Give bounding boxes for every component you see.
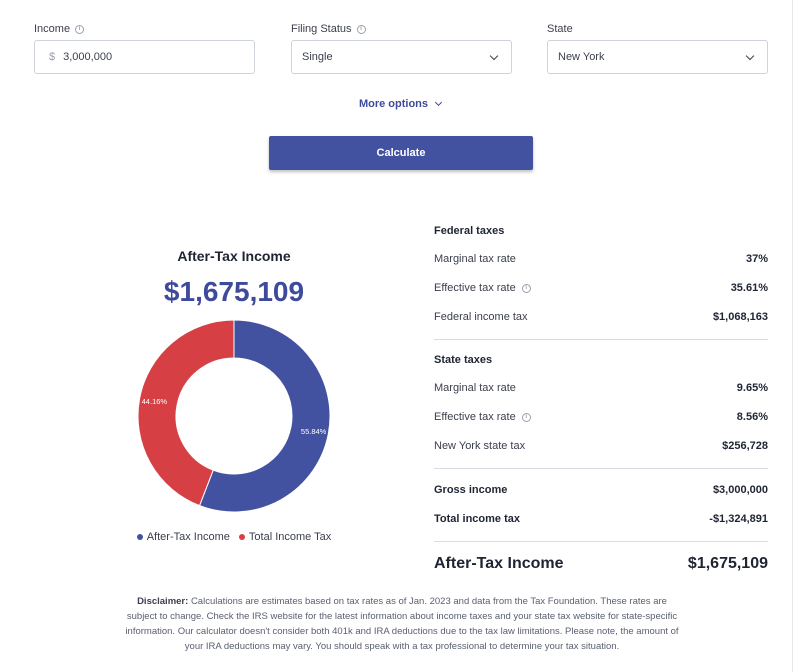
state-label: State xyxy=(547,23,573,35)
after-tax-income-row: After-Tax Income $1,675,109 xyxy=(434,555,768,573)
chevron-down-icon xyxy=(434,98,443,107)
filing-status-select[interactable]: Single xyxy=(291,40,512,74)
filing-status-field-group: Filing Status i Single xyxy=(291,22,512,74)
federal-effective-row: Effective tax rate i 35.61% xyxy=(434,282,768,294)
federal-income-tax-row: Federal income tax $1,068,163 xyxy=(434,311,768,323)
donut-chart: 55.84% 44.16% xyxy=(137,319,331,513)
after-tax-income-label: After-Tax Income xyxy=(434,555,564,572)
total-income-tax-row: Total income tax -$1,324,891 xyxy=(434,513,768,525)
state-value: New York xyxy=(558,51,605,63)
after-tax-title: After-Tax Income xyxy=(177,248,291,264)
after-tax-amount: $1,675,109 xyxy=(163,276,305,307)
info-icon[interactable]: i xyxy=(356,24,366,34)
divider xyxy=(434,339,768,340)
divider xyxy=(434,541,768,542)
disclaimer-text: Calculations are estimates based on tax … xyxy=(125,596,679,652)
state-select[interactable]: New York xyxy=(547,40,768,74)
disclaimer: Disclaimer: Calculations are estimates b… xyxy=(124,594,680,654)
gross-income-row: Gross income $3,000,000 xyxy=(434,484,768,496)
legend-item-after-tax[interactable]: After-Tax Income xyxy=(136,531,230,543)
info-icon[interactable]: i xyxy=(521,283,531,293)
state-taxes-title: State taxes xyxy=(434,354,493,366)
after-tax-income-value: $1,675,109 xyxy=(687,555,768,572)
state-tax-row: New York state tax $256,728 xyxy=(434,440,768,452)
state-effective-row: Effective tax rate i 8.56% xyxy=(434,411,768,423)
disclaimer-label: Disclaimer: xyxy=(137,596,189,607)
donut-slice-label: 44.16% xyxy=(142,397,168,406)
federal-marginal-row: Marginal tax rate 37% xyxy=(434,253,768,265)
donut-slice-label: 55.84% xyxy=(301,427,327,436)
info-icon[interactable]: i xyxy=(521,412,531,422)
chevron-down-icon xyxy=(489,51,499,61)
donut-slice-after-tax-income[interactable] xyxy=(198,319,331,513)
state-marginal-row: Marginal tax rate 9.65% xyxy=(434,382,768,394)
legend-item-total-tax[interactable]: Total Income Tax xyxy=(238,531,331,543)
more-options-link[interactable]: More options xyxy=(0,98,800,110)
federal-taxes-title: Federal taxes xyxy=(434,225,505,237)
income-field-group: Income i $ 3,000,000 xyxy=(34,22,255,74)
filing-status-label: Filing Status i xyxy=(291,22,366,36)
donut-slice-total-income-tax[interactable] xyxy=(137,319,235,507)
legend-dot xyxy=(136,534,143,540)
info-icon[interactable]: i xyxy=(75,24,85,34)
divider xyxy=(434,468,768,469)
chart-legend: After-Tax Income Total Income Tax xyxy=(0,531,468,543)
legend-dot xyxy=(238,534,245,540)
calculate-button[interactable]: Calculate xyxy=(269,136,533,170)
currency-symbol: $ xyxy=(49,51,56,63)
chevron-down-icon xyxy=(745,51,755,61)
filing-status-value: Single xyxy=(302,51,333,63)
income-value[interactable]: 3,000,000 xyxy=(63,51,113,63)
income-input[interactable]: $ 3,000,000 xyxy=(34,40,255,74)
state-field-group: State New York xyxy=(547,22,768,74)
income-label: Income i xyxy=(34,22,85,36)
